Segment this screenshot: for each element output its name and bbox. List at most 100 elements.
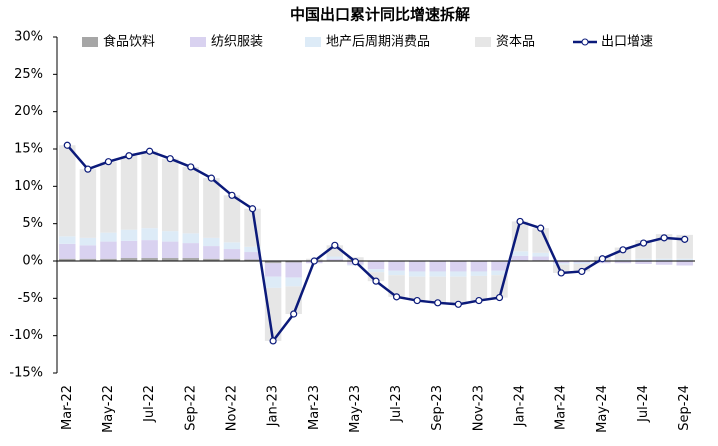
bar-segment — [573, 261, 591, 263]
bar-segment — [100, 258, 117, 261]
bar-segment — [59, 243, 76, 259]
line-marker — [619, 246, 627, 254]
bar-segment — [367, 272, 385, 282]
bar-segment — [429, 261, 446, 272]
bar-segment — [326, 258, 344, 261]
bar-segment — [408, 276, 426, 301]
bar-segment — [244, 259, 261, 261]
bar-segment — [203, 258, 220, 261]
bar-segment — [676, 258, 693, 261]
bar-segment — [655, 261, 673, 265]
line-marker — [660, 234, 668, 242]
bar-segment — [367, 261, 385, 270]
line-marker — [228, 191, 236, 199]
bar-segment — [264, 287, 282, 341]
y-tick-label: 20% — [14, 104, 43, 119]
bar-segment — [223, 242, 241, 250]
bar-segment — [326, 245, 344, 257]
bar-segment — [552, 261, 570, 264]
bar-segment — [470, 275, 488, 301]
bar-segment — [655, 234, 673, 259]
bar-segment — [491, 270, 508, 276]
line-marker — [434, 299, 442, 307]
bar-segment — [573, 262, 591, 264]
line-marker — [537, 224, 545, 232]
legend-marker — [581, 38, 589, 46]
bar-segment — [161, 258, 179, 261]
bar-segment — [182, 258, 200, 261]
line-marker — [187, 163, 195, 171]
bar-segment — [429, 276, 446, 303]
x-tick-label: May-22 — [101, 385, 116, 433]
bar-segment — [244, 252, 261, 260]
bar-segment — [285, 261, 302, 263]
y-tick-label: -10% — [9, 328, 43, 343]
line-marker — [598, 255, 606, 263]
y-tick-label: 0% — [22, 254, 43, 269]
bar-segment — [141, 240, 158, 259]
bar-segment — [450, 271, 467, 277]
bar-segment — [161, 158, 179, 232]
legend-swatch — [305, 37, 321, 47]
bar-segment — [141, 258, 158, 261]
bar-segment — [203, 246, 220, 259]
bar-segment — [120, 258, 138, 261]
bar-segment — [203, 178, 220, 238]
bar-segment — [285, 286, 302, 315]
legend-label: 食品饮料 — [103, 34, 155, 50]
bar-segment — [100, 241, 117, 259]
line-marker — [125, 152, 133, 160]
bar-segment — [552, 263, 570, 265]
x-tick-label: Jan-23 — [266, 385, 281, 427]
bar-segment — [141, 151, 158, 229]
line-marker — [248, 205, 257, 213]
legend-label: 资本品 — [496, 35, 535, 50]
bar-segment — [532, 256, 549, 261]
bar-segment — [182, 166, 200, 234]
x-tick-label: Sep-24 — [677, 385, 692, 431]
legend-swatch — [82, 37, 98, 47]
legend-swatch — [475, 37, 491, 47]
y-tick-label: 25% — [14, 67, 43, 82]
legend-swatch — [190, 37, 206, 47]
bar-segment — [635, 258, 652, 261]
bar-segment — [491, 261, 508, 271]
bar-segment — [100, 161, 117, 233]
bar-segment — [244, 246, 261, 253]
x-tick-label: May-24 — [595, 385, 610, 433]
bar-segment — [450, 276, 467, 305]
bar-segment — [450, 261, 467, 272]
bar-segment — [429, 271, 446, 277]
line-marker — [63, 141, 71, 149]
line-marker — [392, 293, 401, 301]
x-tick-label: Sep-23 — [430, 385, 445, 431]
bar-segment — [532, 252, 549, 257]
line-marker — [290, 310, 298, 318]
bar-segment — [59, 145, 76, 237]
bar-segment — [285, 262, 302, 278]
bar-segment — [511, 255, 529, 261]
bar-segment — [182, 233, 200, 244]
bar-segment — [120, 229, 138, 241]
bar-segment — [573, 263, 591, 272]
bar-segment — [223, 249, 241, 259]
bar-segment — [367, 269, 385, 273]
legend-label: 出口增速 — [601, 35, 653, 50]
line-marker — [372, 277, 380, 285]
line-marker — [413, 296, 421, 305]
bar-segment — [161, 241, 179, 259]
line-marker — [639, 239, 648, 247]
line-marker — [454, 300, 462, 308]
legend-label: 纺织服装 — [211, 35, 263, 50]
bar-segment — [79, 237, 97, 246]
bar-segment — [79, 258, 97, 261]
x-tick-label: Sep-22 — [183, 385, 198, 431]
bar-segment — [264, 261, 282, 264]
x-tick-label: Mar-23 — [307, 385, 322, 430]
bar-segment — [120, 240, 138, 259]
x-tick-label: Jul-23 — [389, 385, 404, 423]
line-marker — [166, 155, 174, 163]
bar-segment — [120, 155, 138, 230]
y-tick-label: 10% — [14, 179, 43, 194]
y-tick-label: -15% — [9, 366, 43, 381]
